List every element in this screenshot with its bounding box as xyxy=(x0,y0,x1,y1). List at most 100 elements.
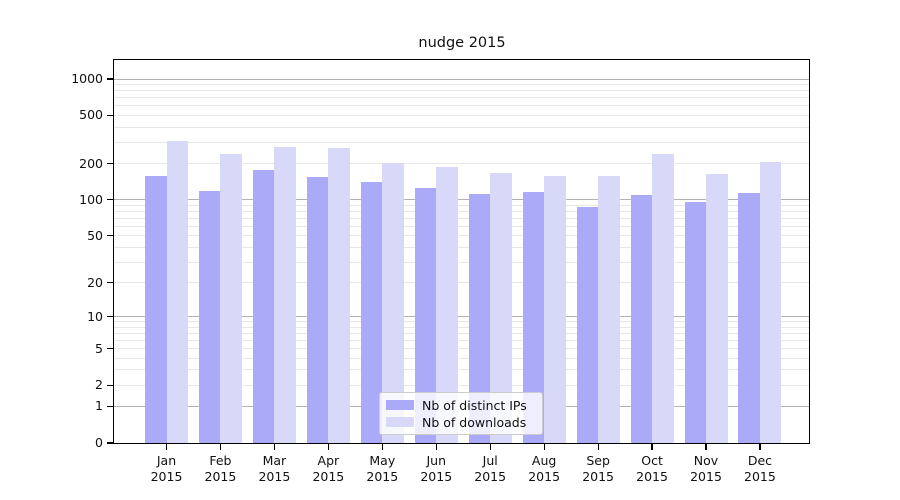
x-tick-month: Apr xyxy=(317,453,340,468)
minor-gridline xyxy=(114,225,809,227)
x-tick-label: Jan 2015 xyxy=(135,453,199,485)
minor-gridline xyxy=(114,369,809,371)
y-tick-mark xyxy=(107,78,113,80)
legend-label-distinct-ips: Nb of distinct IPs xyxy=(422,397,527,413)
bar-distinct-ips xyxy=(576,207,599,443)
x-tick-month: Dec xyxy=(747,453,773,468)
minor-gridline xyxy=(114,114,809,116)
bar-downloads xyxy=(166,140,188,443)
x-tick-mark xyxy=(651,444,653,450)
bar-distinct-ips xyxy=(198,190,221,443)
y-tick-mark xyxy=(107,281,113,284)
x-tick-year: 2015 xyxy=(366,469,399,484)
x-tick-label: Jul 2015 xyxy=(458,453,522,485)
x-tick-year: 2015 xyxy=(258,469,291,484)
bar-downloads xyxy=(436,166,458,443)
minor-gridline xyxy=(114,84,809,86)
minor-gridline xyxy=(114,339,809,341)
bar-downloads xyxy=(706,173,728,443)
x-tick-mark xyxy=(543,444,545,450)
x-tick-month: May xyxy=(369,453,396,468)
minor-gridline xyxy=(114,210,809,212)
minor-gridline xyxy=(114,357,809,359)
x-tick-month: Aug xyxy=(531,453,557,468)
minor-gridline xyxy=(114,321,809,323)
x-tick-label: May 2015 xyxy=(350,453,414,485)
bar-downloads xyxy=(759,162,782,443)
y-tick-label: 500 xyxy=(79,107,103,123)
minor-gridline xyxy=(114,141,809,143)
x-tick-month: Nov xyxy=(693,453,719,468)
x-tick-label: Dec 2015 xyxy=(728,453,792,485)
y-tick-label: 50 xyxy=(87,227,103,243)
minor-gridline xyxy=(114,348,809,350)
bar-distinct-ips xyxy=(306,176,329,443)
x-tick-mark xyxy=(273,444,275,450)
y-tick-label: 1 xyxy=(95,398,103,414)
x-tick-mark xyxy=(597,444,599,450)
y-tick-label: 2 xyxy=(95,377,103,393)
x-tick-label: Apr 2015 xyxy=(296,453,360,485)
y-tick-label: 0 xyxy=(95,435,103,450)
minor-gridline xyxy=(114,90,809,92)
x-tick-month: Oct xyxy=(641,453,663,468)
x-tick-year: 2015 xyxy=(150,469,183,484)
y-tick-label: 100 xyxy=(79,191,103,207)
y-tick-mark xyxy=(107,405,113,408)
minor-gridline xyxy=(114,384,809,386)
bar-downloads xyxy=(652,153,674,443)
x-tick-label: Aug 2015 xyxy=(512,453,576,485)
bar-downloads xyxy=(274,146,296,443)
y-tick-mark xyxy=(107,114,113,117)
bar-downloads xyxy=(598,175,620,443)
bar-downloads xyxy=(382,162,404,443)
y-tick-mark xyxy=(107,235,113,237)
x-tick-label: Sep 2015 xyxy=(566,453,630,485)
bar-distinct-ips xyxy=(684,201,706,443)
x-tick-year: 2015 xyxy=(204,469,237,484)
x-tick-mark xyxy=(219,444,222,450)
bar-downloads xyxy=(220,153,242,443)
x-tick-year: 2015 xyxy=(582,469,614,484)
minor-gridline xyxy=(114,204,809,206)
minor-gridline xyxy=(114,332,809,334)
x-tick-month: Jul xyxy=(482,453,498,468)
y-tick-label: 10 xyxy=(87,308,103,324)
x-tick-month: Mar xyxy=(262,453,287,468)
x-tick-month: Jun xyxy=(426,453,447,468)
y-tick-mark xyxy=(107,199,113,201)
x-tick-month: Feb xyxy=(209,453,232,468)
legend-swatch-distinct-ips xyxy=(386,400,414,410)
bar-downloads xyxy=(328,148,350,443)
x-tick-mark xyxy=(327,444,329,450)
y-tick-label: 5 xyxy=(95,340,103,356)
minor-gridline xyxy=(114,163,809,165)
bar-distinct-ips xyxy=(630,194,653,443)
bar-downloads xyxy=(544,175,566,443)
x-tick-label: Feb 2015 xyxy=(188,453,252,485)
minor-gridline xyxy=(114,217,809,219)
bar-distinct-ips xyxy=(468,194,491,443)
bar-downloads xyxy=(490,173,512,443)
x-tick-year: 2015 xyxy=(312,469,345,484)
y-tick-mark xyxy=(107,348,113,350)
chart-title: nudge 2015 xyxy=(418,35,506,51)
minor-gridline xyxy=(114,261,809,263)
x-tick-year: 2015 xyxy=(744,469,776,484)
minor-gridline xyxy=(114,246,809,248)
x-tick-month: Jan xyxy=(156,453,177,468)
bar-distinct-ips xyxy=(522,191,545,443)
legend: Nb of distinct IPs Nb of downloads xyxy=(379,392,543,435)
bar-distinct-ips xyxy=(145,175,167,443)
x-tick-label: Jun 2015 xyxy=(404,453,468,485)
x-tick-mark xyxy=(489,444,491,450)
bar-distinct-ips xyxy=(414,187,437,443)
y-tick-mark xyxy=(107,384,113,386)
bar-distinct-ips xyxy=(252,169,275,443)
x-tick-label: Nov 2015 xyxy=(674,453,738,485)
minor-gridline xyxy=(114,326,809,328)
minor-gridline xyxy=(114,126,809,128)
legend-swatch-downloads xyxy=(386,417,414,427)
x-tick-year: 2015 xyxy=(690,469,722,484)
